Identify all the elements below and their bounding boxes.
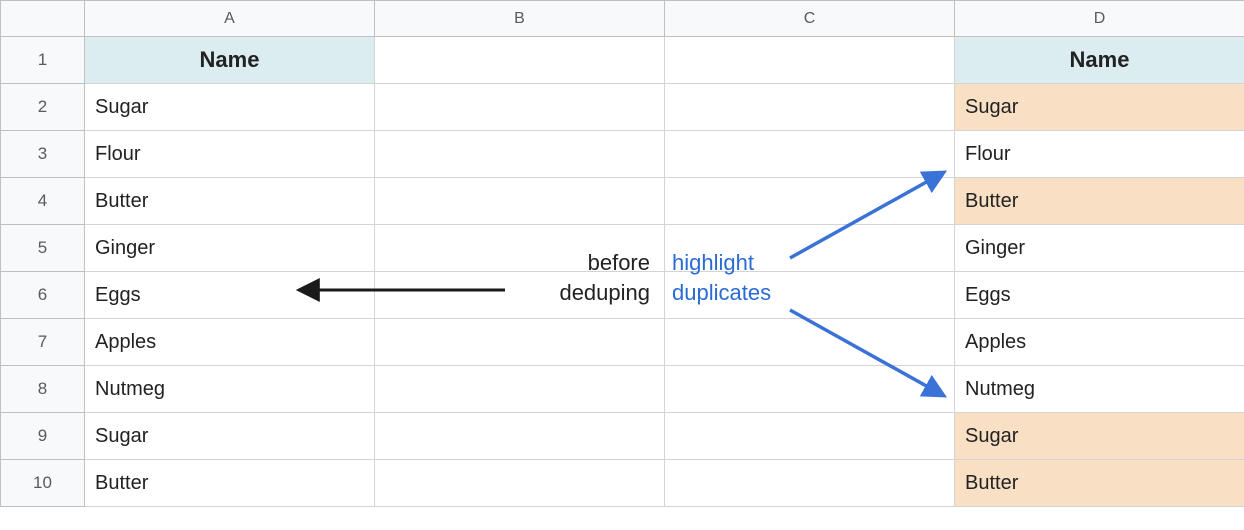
cell-B8[interactable]	[375, 366, 665, 413]
cell-D6[interactable]: Eggs	[955, 272, 1244, 319]
cell-D5[interactable]: Ginger	[955, 225, 1244, 272]
cell-C10[interactable]	[665, 460, 955, 507]
row-header-1[interactable]: 1	[1, 37, 85, 84]
cell-C9[interactable]	[665, 413, 955, 460]
row-header-2[interactable]: 2	[1, 84, 85, 131]
cell-A2[interactable]: Sugar	[85, 84, 375, 131]
cell-D7[interactable]: Apples	[955, 319, 1244, 366]
cell-B3[interactable]	[375, 131, 665, 178]
col-header-D[interactable]: D	[955, 1, 1244, 37]
cell-C7[interactable]	[665, 319, 955, 366]
cell-C5[interactable]	[665, 225, 955, 272]
cell-D9[interactable]: Sugar	[955, 413, 1244, 460]
col-header-B[interactable]: B	[375, 1, 665, 37]
cell-D3[interactable]: Flour	[955, 131, 1244, 178]
cell-A6[interactable]: Eggs	[85, 272, 375, 319]
cell-D2[interactable]: Sugar	[955, 84, 1244, 131]
row-header-10[interactable]: 10	[1, 460, 85, 507]
cell-B2[interactable]	[375, 84, 665, 131]
cell-C8[interactable]	[665, 366, 955, 413]
cell-B6[interactable]	[375, 272, 665, 319]
cell-B7[interactable]	[375, 319, 665, 366]
cell-A9[interactable]: Sugar	[85, 413, 375, 460]
cell-D4[interactable]: Butter	[955, 178, 1244, 225]
row-header-9[interactable]: 9	[1, 413, 85, 460]
row-header-4[interactable]: 4	[1, 178, 85, 225]
row-header-3[interactable]: 3	[1, 131, 85, 178]
row-header-8[interactable]: 8	[1, 366, 85, 413]
col-header-C[interactable]: C	[665, 1, 955, 37]
corner-select-all[interactable]	[1, 1, 85, 37]
cell-B5[interactable]	[375, 225, 665, 272]
cell-C6[interactable]	[665, 272, 955, 319]
cell-A1[interactable]: Name	[85, 37, 375, 84]
cell-B4[interactable]	[375, 178, 665, 225]
cell-C3[interactable]	[665, 131, 955, 178]
row-header-6[interactable]: 6	[1, 272, 85, 319]
cell-A3[interactable]: Flour	[85, 131, 375, 178]
cell-D10[interactable]: Butter	[955, 460, 1244, 507]
cell-A5[interactable]: Ginger	[85, 225, 375, 272]
row-header-7[interactable]: 7	[1, 319, 85, 366]
cell-A4[interactable]: Butter	[85, 178, 375, 225]
cell-B9[interactable]	[375, 413, 665, 460]
cell-A8[interactable]: Nutmeg	[85, 366, 375, 413]
cell-A10[interactable]: Butter	[85, 460, 375, 507]
cell-B10[interactable]	[375, 460, 665, 507]
cell-D1[interactable]: Name	[955, 37, 1244, 84]
spreadsheet-grid[interactable]: A B C D 1 Name Name 2 Sugar Sugar 3 Flou…	[0, 0, 1244, 507]
cell-A7[interactable]: Apples	[85, 319, 375, 366]
cell-C1[interactable]	[665, 37, 955, 84]
cell-B1[interactable]	[375, 37, 665, 84]
cell-C4[interactable]	[665, 178, 955, 225]
cell-D8[interactable]: Nutmeg	[955, 366, 1244, 413]
col-header-A[interactable]: A	[85, 1, 375, 37]
cell-C2[interactable]	[665, 84, 955, 131]
row-header-5[interactable]: 5	[1, 225, 85, 272]
